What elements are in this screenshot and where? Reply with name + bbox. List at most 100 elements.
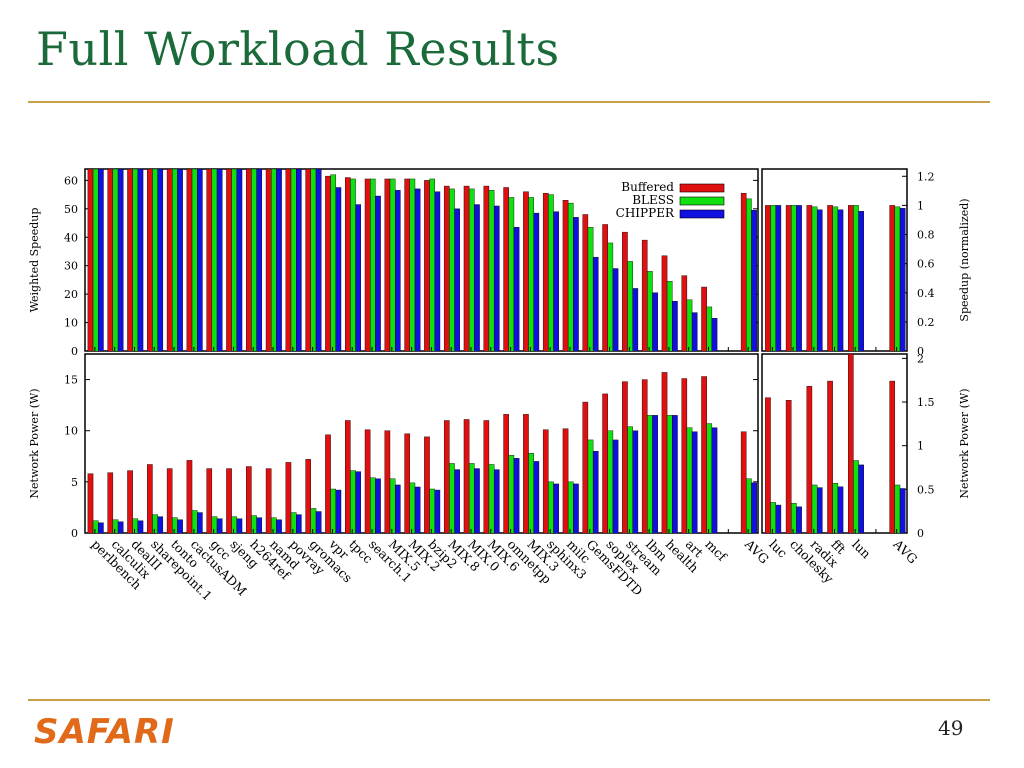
legend-label: Buffered xyxy=(621,180,674,194)
bar-buffered xyxy=(364,178,371,351)
bar-chipper xyxy=(592,256,599,351)
bar-bless xyxy=(429,488,435,533)
bar-bless xyxy=(330,488,337,533)
bar-bless xyxy=(290,169,297,351)
bar-chipper xyxy=(197,512,203,533)
bar-bless xyxy=(251,515,257,533)
x-tick-label: mcf xyxy=(702,537,730,565)
bar-chipper xyxy=(454,208,460,351)
bar-bless xyxy=(231,169,238,351)
bar-buffered xyxy=(424,180,430,351)
y-tick-label: 0.8 xyxy=(917,229,935,242)
bar-buffered xyxy=(602,393,608,533)
bar-chipper xyxy=(355,471,362,533)
bar-buffered xyxy=(325,434,331,533)
y-tick-label: 50 xyxy=(64,203,78,216)
bar-bless xyxy=(251,169,257,351)
bar-bless xyxy=(811,484,818,533)
bar-buffered xyxy=(503,414,509,533)
bar-chipper xyxy=(493,469,500,533)
bar-chipper xyxy=(573,217,579,351)
bar-bless xyxy=(172,169,178,351)
bar-bless xyxy=(853,460,859,533)
bar-chipper xyxy=(335,489,342,533)
bar-chipper xyxy=(157,169,164,351)
bar-chipper xyxy=(236,169,243,351)
bar-buffered xyxy=(701,286,707,351)
legend-swatch xyxy=(679,183,725,193)
bar-buffered xyxy=(443,420,450,533)
bar-chipper xyxy=(632,288,639,351)
bar-chipper xyxy=(474,468,480,533)
bar-bless xyxy=(369,178,376,351)
bar-buffered xyxy=(847,354,854,533)
bar-bless xyxy=(449,463,455,533)
bar-buffered xyxy=(166,169,173,351)
bar-buffered xyxy=(622,231,628,351)
bar-bless xyxy=(770,502,776,533)
bar-bless xyxy=(647,415,653,533)
bar-buffered xyxy=(285,462,292,533)
bar-bless xyxy=(488,190,495,351)
bar-bless xyxy=(627,426,633,533)
bar-bless xyxy=(92,520,99,533)
bar-chipper xyxy=(751,482,757,533)
bar-chipper xyxy=(899,488,906,533)
y-tick-label: 0 xyxy=(917,345,924,358)
bar-chipper xyxy=(711,318,718,351)
bar-chipper xyxy=(375,478,381,533)
bar-buffered xyxy=(364,429,371,533)
bar-bless xyxy=(191,510,198,533)
bar-chipper xyxy=(355,204,362,351)
legend-swatch xyxy=(679,196,725,206)
bar-buffered xyxy=(285,169,292,351)
bar-buffered xyxy=(542,429,549,533)
bar-bless xyxy=(666,281,673,351)
bar-chipper xyxy=(573,483,579,533)
bottom-divider xyxy=(28,699,990,701)
bar-buffered xyxy=(827,380,833,533)
bar-buffered xyxy=(806,386,813,533)
bar-chipper xyxy=(612,439,619,533)
legend-swatch xyxy=(679,209,725,219)
bar-buffered xyxy=(765,205,771,351)
bar-chipper xyxy=(632,430,639,533)
bar-chipper xyxy=(775,205,782,351)
x-tick-label: AVG xyxy=(741,536,772,567)
bar-chipper xyxy=(216,169,223,351)
bar-bless xyxy=(647,271,653,351)
bar-buffered xyxy=(542,192,549,351)
bar-chipper xyxy=(315,169,322,351)
bar-buffered xyxy=(827,205,833,351)
bar-chipper xyxy=(592,450,599,533)
bar-chipper xyxy=(117,521,124,533)
bar-chipper xyxy=(899,208,906,351)
bar-buffered xyxy=(404,433,410,533)
bar-buffered xyxy=(622,381,628,533)
bar-chipper xyxy=(553,211,559,351)
bar-buffered xyxy=(345,177,351,351)
bar-chipper xyxy=(513,227,520,351)
bar-buffered xyxy=(582,214,589,351)
bar-bless xyxy=(211,169,218,351)
bar-bless xyxy=(112,519,119,533)
bar-chipper xyxy=(816,209,823,351)
bar-bless xyxy=(409,178,416,351)
plot-frame xyxy=(84,168,759,352)
bar-bless xyxy=(350,470,356,533)
bar-bless xyxy=(330,174,337,351)
bar-buffered xyxy=(404,178,410,351)
bar-chipper xyxy=(236,518,243,533)
bar-chipper xyxy=(394,484,401,533)
bar-bless xyxy=(587,227,594,351)
bar-chipper xyxy=(711,427,718,533)
y-tick-label: 2 xyxy=(917,352,924,365)
bar-buffered xyxy=(602,224,608,351)
bar-bless xyxy=(508,455,515,533)
y-axis-label: Weighted Speedup xyxy=(28,208,41,313)
bar-buffered xyxy=(765,397,771,533)
bar-chipper xyxy=(296,169,302,351)
bar-bless xyxy=(310,169,317,351)
y-tick-label: 1.2 xyxy=(917,170,935,183)
bar-bless xyxy=(567,202,574,351)
